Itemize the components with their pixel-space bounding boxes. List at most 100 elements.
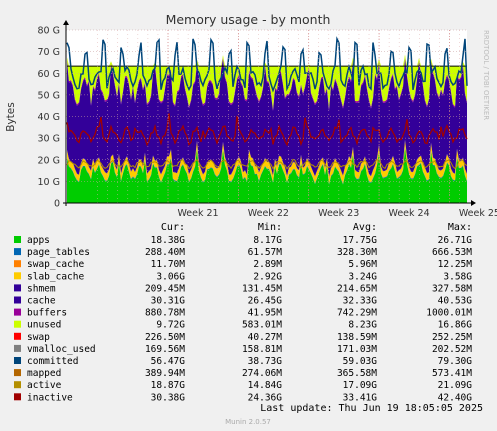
legend-active-name: active <box>27 380 62 391</box>
y-axis-label: Bytes <box>5 102 17 131</box>
legend-swatch-mapped <box>14 369 21 377</box>
legend-swatch-page_tables <box>14 248 21 256</box>
legend-vmalloc_used-name: vmalloc_used <box>27 344 96 355</box>
y-axis-arrow <box>63 20 69 25</box>
legend-swatch-unused <box>14 320 21 328</box>
legend-col-max: Max: <box>448 222 472 233</box>
y-tick-label: 30 G <box>38 134 60 145</box>
legend-apps-name: apps <box>27 235 50 246</box>
legend: apps 18.38G 8.17G 17.75G 26.71G page_tables 28… <box>14 235 472 403</box>
legend-shmem-max: 327.58M <box>432 283 472 294</box>
committed-line <box>66 36 468 93</box>
legend-shmem-cur: 209.45M <box>145 283 185 294</box>
legend-mapped-max: 573.41M <box>432 368 472 379</box>
legend-page_tables-max: 666.53M <box>432 247 472 258</box>
legend-swap-name: swap <box>27 332 50 343</box>
legend-swap_cache-name: swap_cache <box>27 259 84 270</box>
cache-area <box>67 58 467 177</box>
legend-shmem-min: 131.45M <box>242 283 282 294</box>
legend-slab_cache-avg: 3.24G <box>348 271 377 282</box>
legend-header: Cur: Min: Avg: Max: <box>161 222 472 233</box>
legend-slab_cache-cur: 3.06G <box>156 271 185 282</box>
legend-unused-min: 583.01M <box>242 320 282 331</box>
legend-swap-min: 40.27M <box>248 332 283 343</box>
legend-committed-cur: 56.47G <box>151 356 186 367</box>
legend-slab_cache-max: 3.58G <box>443 271 472 282</box>
legend-vmalloc_used-avg: 171.03M <box>337 344 377 355</box>
legend-swap-max: 252.25M <box>432 332 472 343</box>
y-tick-label: 40 G <box>38 112 60 123</box>
legend-mapped-cur: 389.94M <box>145 368 185 379</box>
x-axis-arrow <box>471 200 476 206</box>
legend-committed-min: 38.73G <box>248 356 283 367</box>
legend-swatch-buffers <box>14 308 21 316</box>
legend-mapped-avg: 365.58M <box>337 368 377 379</box>
munin-footer: Munin 2.0.57 <box>225 418 271 426</box>
legend-unused-max: 16.86G <box>438 320 473 331</box>
legend-shmem-avg: 214.65M <box>337 283 377 294</box>
slab_cache-area <box>67 140 467 184</box>
y-tick-label: 80 G <box>38 26 60 37</box>
x-tick-label: Week 22 <box>248 208 289 219</box>
legend-swap-avg: 138.59M <box>337 332 377 343</box>
legend-inactive-name: inactive <box>27 392 73 403</box>
legend-cache-name: cache <box>27 296 56 307</box>
inactive-line <box>66 113 468 147</box>
legend-swatch-active <box>14 381 21 389</box>
legend-col-avg: Avg: <box>353 222 377 233</box>
legend-apps-cur: 18.38G <box>151 235 186 246</box>
legend-cache-avg: 32.33G <box>343 296 378 307</box>
chart-title: Memory usage - by month <box>166 12 331 27</box>
legend-vmalloc_used-min: 158.81M <box>242 344 282 355</box>
y-tick-label: 0 <box>54 199 60 210</box>
legend-slab_cache-name: slab_cache <box>27 271 84 282</box>
legend-swatch-slab_cache <box>14 272 21 280</box>
legend-active-cur: 18.87G <box>151 380 186 391</box>
rrdtool-watermark: RRDTOOL / TOBI OETIKER <box>482 30 490 120</box>
legend-vmalloc_used-cur: 169.56M <box>145 344 185 355</box>
legend-buffers-name: buffers <box>27 308 67 319</box>
plot-layers <box>66 36 468 203</box>
y-axis-ticks: 0 10 G 20 G 30 G 40 G 50 G 60 G 70 G 80 G <box>38 26 60 210</box>
legend-buffers-cur: 880.78M <box>145 308 185 319</box>
grid-lines <box>66 29 467 203</box>
x-tick-label: Week 24 <box>388 208 429 219</box>
legend-committed-max: 79.30G <box>438 356 473 367</box>
legend-buffers-min: 41.95M <box>248 308 283 319</box>
page_tables-area <box>67 146 467 185</box>
legend-committed-avg: 59.03G <box>343 356 378 367</box>
legend-active-min: 14.84G <box>248 380 283 391</box>
legend-active-avg: 17.09G <box>343 380 378 391</box>
legend-slab_cache-min: 2.92G <box>253 271 282 282</box>
y-tick-label: 60 G <box>38 69 60 80</box>
legend-swap_cache-max: 12.25M <box>438 259 473 270</box>
legend-swatch-swap <box>14 332 21 340</box>
legend-inactive-avg: 33.41G <box>343 392 378 403</box>
x-tick-label: Week 25 <box>459 208 497 219</box>
legend-mapped-name: mapped <box>27 368 61 379</box>
legend-cache-max: 40.53G <box>438 296 473 307</box>
apps-area <box>67 147 467 203</box>
legend-swatch-swap_cache <box>14 260 21 268</box>
x-tick-label: Week 23 <box>318 208 359 219</box>
legend-swap_cache-cur: 11.70M <box>151 259 186 270</box>
legend-apps-max: 26.71G <box>438 235 473 246</box>
legend-swatch-committed <box>14 357 21 364</box>
legend-mapped-min: 274.06M <box>242 368 282 379</box>
legend-page_tables-min: 61.57M <box>248 247 283 258</box>
legend-inactive-max: 42.40G <box>438 392 473 403</box>
legend-active-max: 21.09G <box>438 380 473 391</box>
legend-swatch-shmem <box>14 284 21 292</box>
legend-page_tables-avg: 328.30M <box>337 247 377 258</box>
legend-page_tables-cur: 288.40M <box>145 247 185 258</box>
legend-swatch-inactive <box>14 393 21 401</box>
legend-apps-avg: 17.75G <box>343 235 378 246</box>
legend-inactive-min: 24.36G <box>248 392 283 403</box>
legend-buffers-avg: 742.29M <box>337 308 377 319</box>
y-tick-label: 50 G <box>38 90 60 101</box>
legend-swatch-cache <box>14 296 21 304</box>
legend-vmalloc_used-max: 202.52M <box>432 344 472 355</box>
y-tick-label: 10 G <box>38 177 60 188</box>
legend-swap-cur: 226.50M <box>145 332 185 343</box>
